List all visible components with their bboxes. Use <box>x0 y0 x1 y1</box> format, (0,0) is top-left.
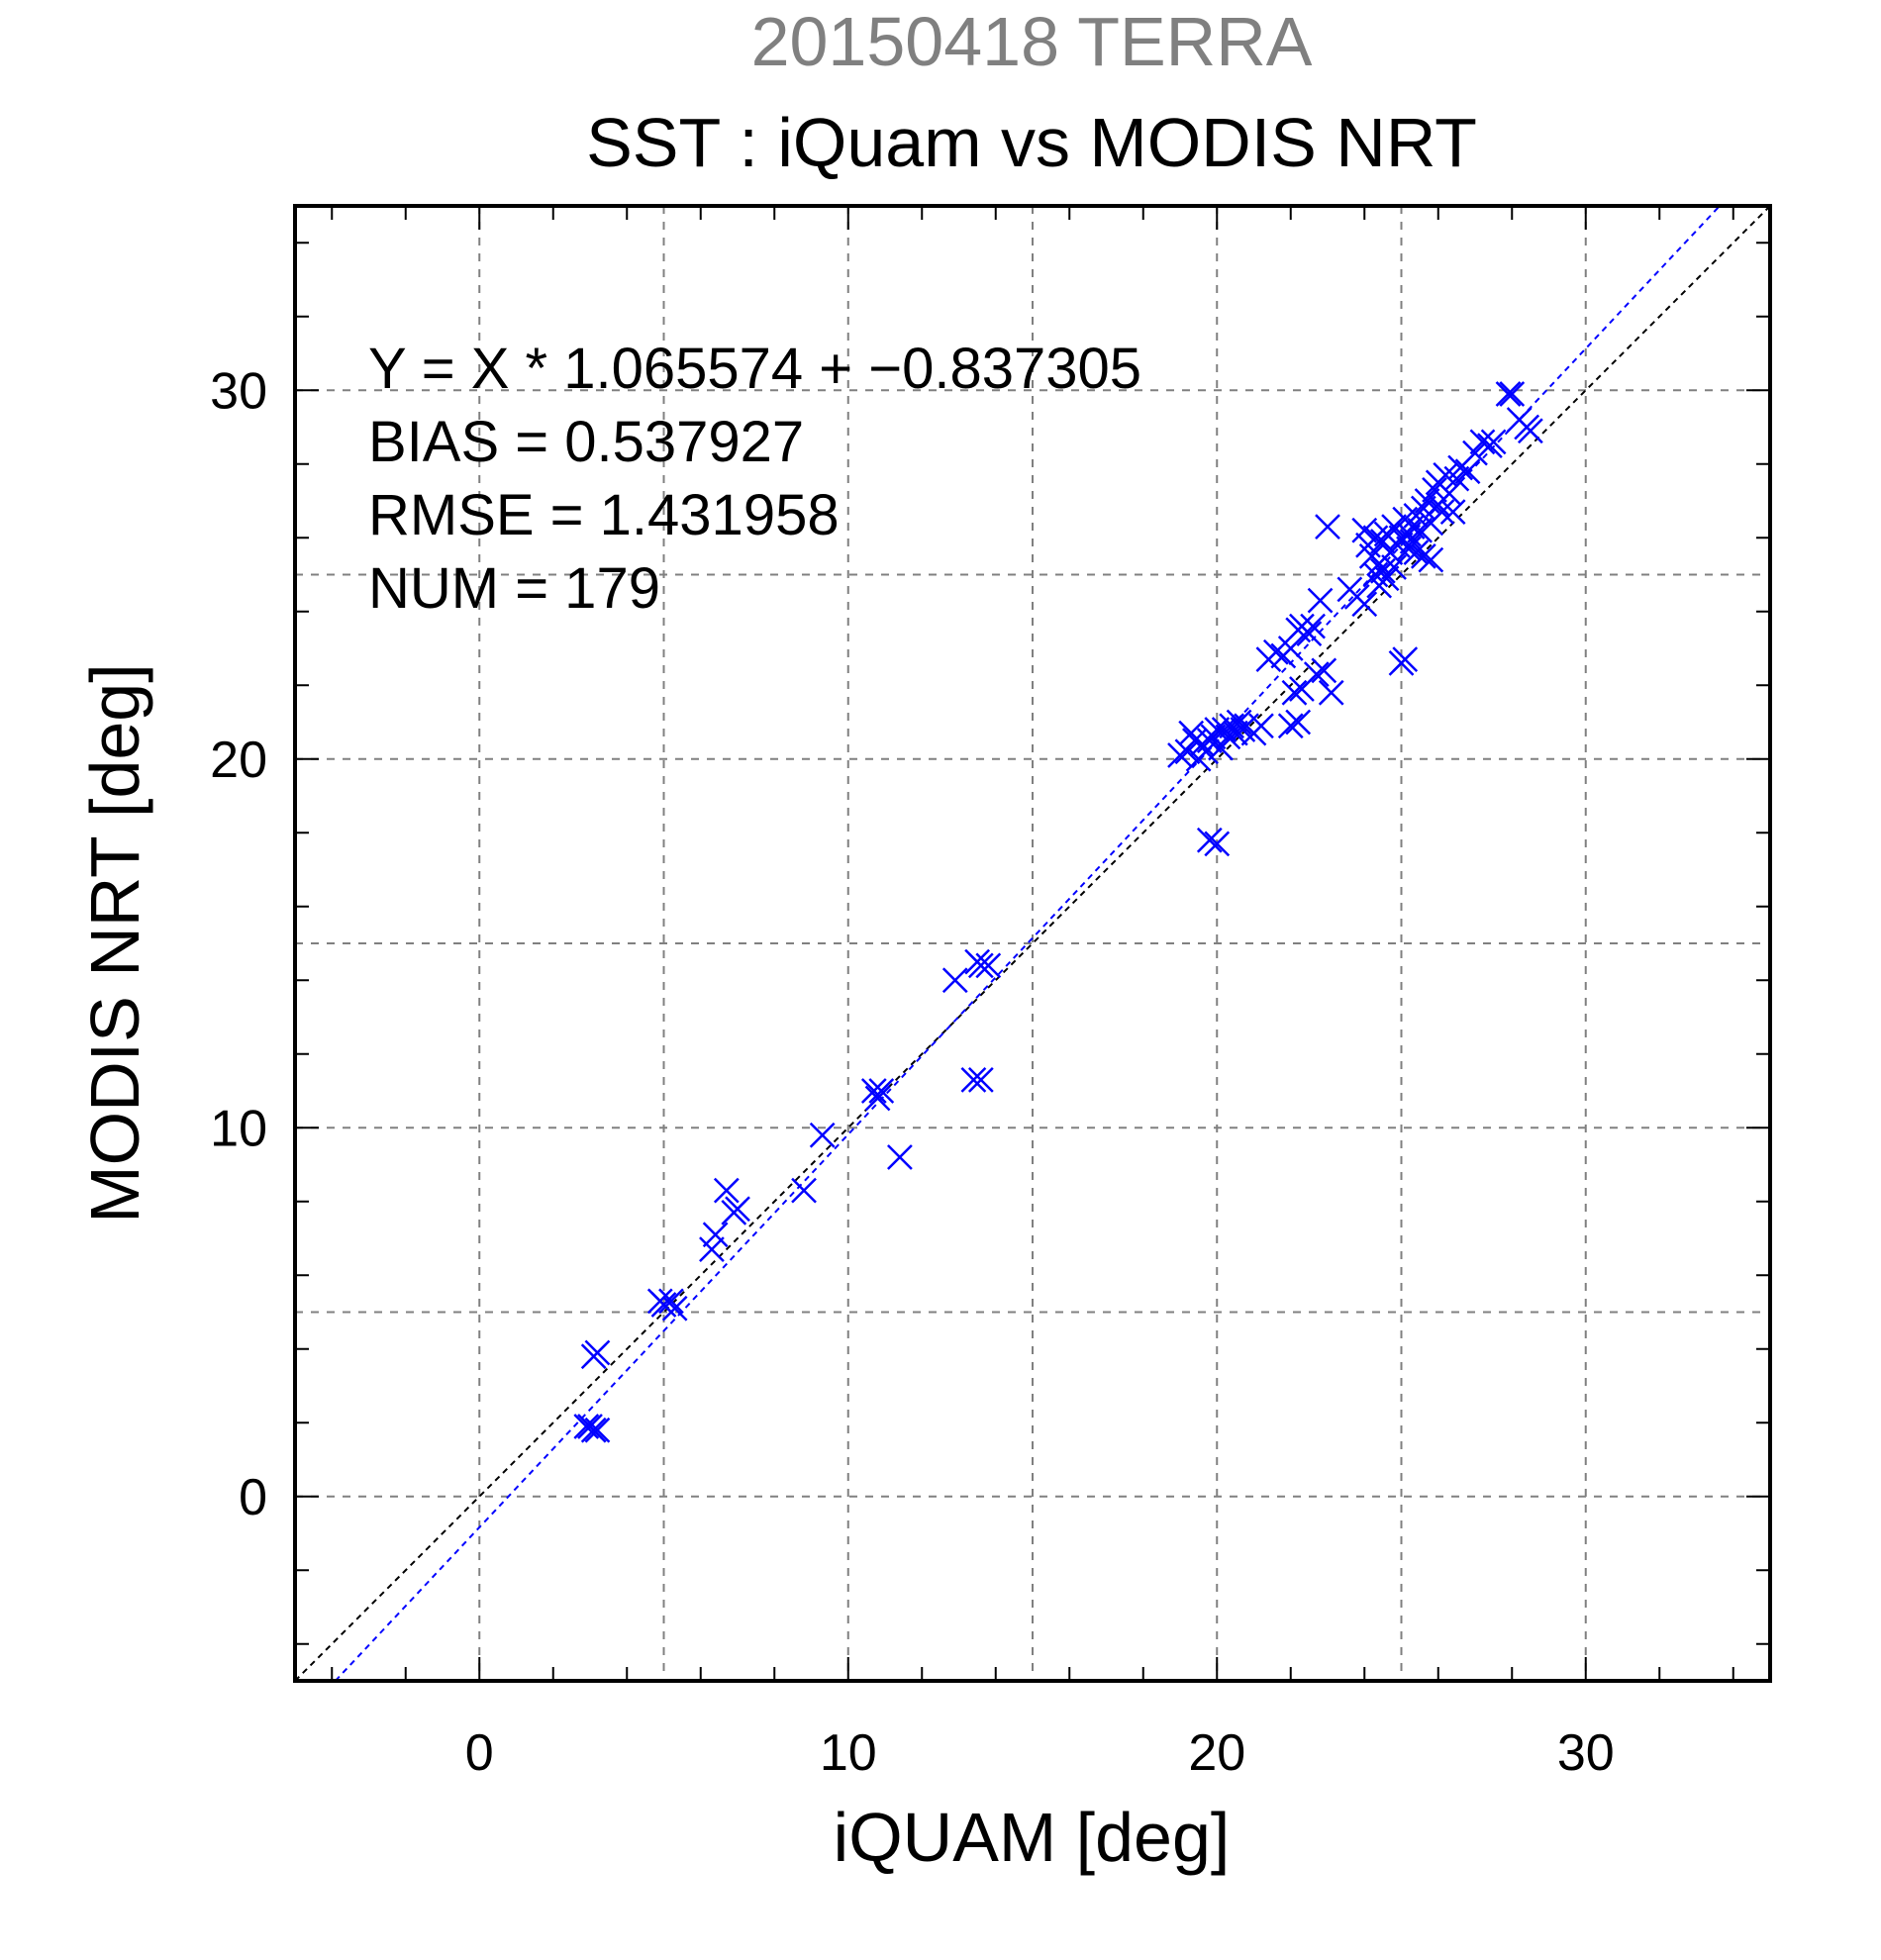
scatter-point <box>1307 587 1334 614</box>
scatter-point <box>860 1078 887 1104</box>
x-tick-label: 20 <box>1188 1724 1245 1782</box>
scatter-point <box>577 1414 603 1439</box>
scatter-point <box>584 1339 611 1366</box>
scatter-point <box>1351 591 1378 618</box>
tick-labels: 0 10 20 30 0 10 20 30 <box>210 362 1615 1782</box>
bias-value: BIAS = 0.537927 <box>368 410 804 474</box>
scatter-point <box>1469 429 1496 455</box>
scatter-point <box>967 1066 994 1093</box>
scatter-point <box>661 1295 688 1322</box>
data-points <box>573 381 1543 1443</box>
scatter-point <box>967 952 994 979</box>
scatter-point <box>1318 679 1344 706</box>
scatter-point <box>1262 638 1289 665</box>
scatter-point <box>1517 418 1543 444</box>
rmse-value: RMSE = 1.431958 <box>368 483 840 547</box>
scatter-point <box>725 1196 750 1223</box>
plot-frame <box>293 204 1772 1683</box>
scatter-point <box>1495 381 1522 407</box>
x-tick-label: 30 <box>1557 1724 1615 1782</box>
scatter-point <box>1196 827 1223 853</box>
scatter-point <box>1396 536 1422 562</box>
scatter-point <box>1285 709 1312 735</box>
y-tick-label: 0 <box>239 1469 267 1526</box>
scatter-point <box>868 1078 895 1104</box>
scatter-point <box>1429 499 1455 526</box>
scatter-point <box>1499 381 1526 407</box>
x-tick-label: 0 <box>465 1724 494 1782</box>
num-value: NUM = 179 <box>368 556 660 621</box>
x-tick-label: 10 <box>820 1724 877 1782</box>
scatter-point <box>1418 546 1444 573</box>
scatter-point <box>960 1066 987 1093</box>
scatter-point <box>1407 517 1434 543</box>
chart-supertitle: 20150418 TERRA <box>751 3 1313 80</box>
scatter-point <box>1311 657 1337 684</box>
scatter-point <box>1403 539 1430 566</box>
scatter-point <box>1392 646 1419 673</box>
y-axis-title: MODIS NRT [deg] <box>76 663 153 1223</box>
y-tick-label: 10 <box>210 1100 267 1157</box>
scatter-point <box>864 1085 891 1112</box>
scatter-point <box>1281 679 1308 706</box>
scatter-point <box>699 1236 725 1263</box>
scatter-point <box>1277 713 1304 739</box>
scatter-point <box>887 1144 913 1170</box>
scatter-point <box>1422 476 1447 503</box>
scatter-point <box>1300 613 1326 639</box>
scatter-point <box>1277 636 1304 661</box>
scatter-point <box>658 1288 684 1315</box>
scatter-point <box>1315 514 1340 539</box>
scatter-point <box>809 1122 836 1148</box>
scatter-point <box>1373 565 1400 592</box>
axis-ticks <box>295 206 1770 1681</box>
scatter-point <box>975 952 1002 979</box>
scatter-point <box>1381 554 1407 580</box>
regression-equation: Y = X * 1.065574 + −0.837305 <box>368 337 1141 401</box>
scatter-point <box>941 967 968 994</box>
scatter-point <box>1462 440 1488 466</box>
scatter-point <box>1226 709 1252 735</box>
scatter-point <box>1439 499 1466 526</box>
scatter-point <box>1410 542 1436 569</box>
scatter-point <box>1351 517 1378 543</box>
y-tick-label: 30 <box>210 362 267 420</box>
scatter-point <box>1296 621 1323 646</box>
chart-title: SST : iQuam vs MODIS NRT <box>586 104 1477 181</box>
scatter-point <box>713 1177 740 1204</box>
scatter-point <box>1480 429 1507 455</box>
y-tick-label: 20 <box>210 732 267 789</box>
stats-box: Y = X * 1.065574 + −0.837305 BIAS = 0.53… <box>368 337 1141 621</box>
scatter-point <box>1454 458 1481 485</box>
scatter-point <box>791 1177 817 1204</box>
scatter-point <box>1204 831 1231 857</box>
scatter-point <box>702 1222 729 1248</box>
x-axis-title: iQUAM [deg] <box>834 1799 1231 1876</box>
scatter-point <box>584 1417 611 1443</box>
scatter-point <box>1248 713 1274 739</box>
scatter-point <box>1303 661 1330 687</box>
